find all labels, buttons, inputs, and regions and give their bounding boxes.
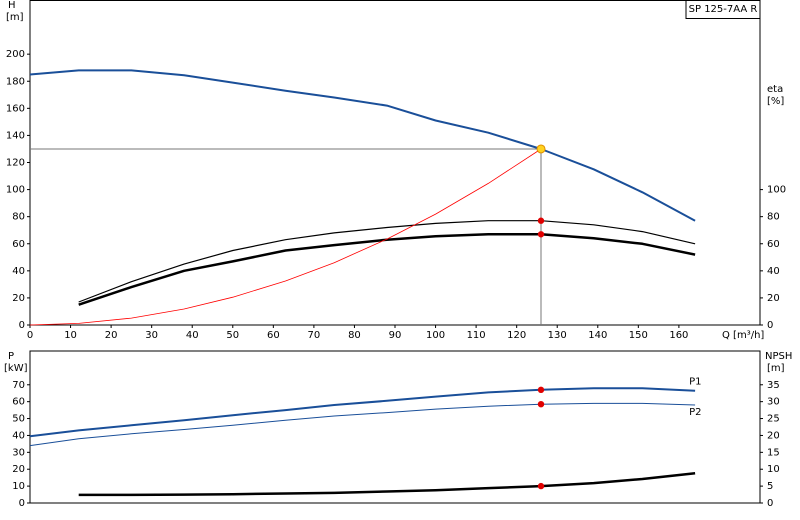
y2-tick-label: 80: [767, 212, 780, 223]
plot-frame: [29, 350, 761, 504]
x-tick-label: 160: [669, 330, 688, 341]
y-tick-label: 50: [12, 414, 25, 425]
y-tick-label: 70: [12, 380, 25, 391]
y-tick-label: 140: [6, 130, 25, 141]
x-tick-label: 50: [226, 330, 239, 341]
y-tick-label: 20: [12, 293, 25, 304]
series-line: [78, 472, 696, 497]
y-tick-label: 60: [12, 397, 25, 408]
operating-marker: [537, 482, 545, 490]
y-tick-label: 30: [12, 447, 25, 458]
x-tick-label: 100: [426, 330, 445, 341]
y-tick-label: 120: [6, 158, 25, 169]
y-tick-label: 60: [12, 239, 25, 250]
y-tick-label: 200: [6, 49, 25, 60]
y2-axis-label: eta: [767, 84, 783, 95]
y-tick-label: 40: [12, 430, 25, 441]
series-line: [29, 148, 542, 326]
series-line: [29, 387, 696, 438]
x-tick-label: 0: [27, 330, 33, 341]
series-label: P1: [689, 377, 701, 388]
plot-frame: [29, 0, 761, 326]
chart-title: SP 125-7AA R: [689, 4, 758, 15]
y2-axis-label: NPSH: [765, 351, 792, 362]
y2-tick-label: 20: [767, 293, 780, 304]
y-axis-label: H: [8, 0, 16, 11]
operating-marker: [537, 401, 545, 408]
x-tick-label: 10: [64, 330, 77, 341]
y2-tick-label: 30: [767, 397, 780, 408]
y2-tick-label: 0: [767, 498, 773, 509]
y-axis-label: P: [8, 351, 14, 362]
x-tick-label: 40: [186, 330, 199, 341]
y-tick-label: 160: [6, 103, 25, 114]
y2-axis-unit: [%]: [767, 96, 784, 107]
y-tick-label: 20: [12, 464, 25, 475]
y2-tick-label: 35: [767, 380, 780, 391]
operating-marker: [537, 386, 545, 394]
y-axis-unit: [m]: [6, 12, 24, 23]
series-label: P2: [689, 407, 701, 418]
y2-tick-label: 40: [767, 266, 780, 277]
y2-axis-unit: [m]: [767, 363, 785, 374]
x-tick-label: 60: [267, 330, 280, 341]
y-tick-label: 100: [6, 185, 25, 196]
x-tick-label: 120: [507, 330, 526, 341]
x-axis-label: Q [m³/h]: [722, 330, 764, 341]
x-tick-label: 80: [348, 330, 361, 341]
y2-tick-label: 100: [767, 185, 786, 196]
y2-tick-label: 0: [767, 320, 773, 331]
x-tick-label: 130: [548, 330, 567, 341]
title-box: [685, 0, 761, 19]
y2-tick-label: 10: [767, 464, 780, 475]
y-tick-label: 180: [6, 76, 25, 87]
y2-tick-label: 5: [767, 481, 773, 492]
series-line: [78, 220, 696, 303]
y2-tick-label: 60: [767, 239, 780, 250]
y2-tick-label: 15: [767, 447, 780, 458]
x-tick-label: 90: [389, 330, 402, 341]
operating-marker: [537, 231, 545, 238]
x-tick-label: 30: [145, 330, 158, 341]
y-tick-label: 40: [12, 266, 25, 277]
x-tick-label: 140: [588, 330, 607, 341]
x-tick-label: 110: [467, 330, 486, 341]
y-tick-label: 10: [12, 481, 25, 492]
y2-tick-label: 20: [767, 430, 780, 441]
series-line: [29, 69, 696, 222]
y-tick-label: 0: [19, 320, 25, 331]
operating-point: [536, 144, 546, 154]
y-tick-label: 80: [12, 212, 25, 223]
series-line: [29, 402, 696, 447]
y-axis-unit: [kW]: [4, 363, 28, 374]
series-line: [78, 233, 696, 306]
x-tick-label: 20: [105, 330, 118, 341]
y-tick-label: 0: [19, 498, 25, 509]
x-tick-label: 150: [629, 330, 648, 341]
x-tick-label: 70: [308, 330, 321, 341]
operating-marker: [537, 217, 545, 224]
y2-tick-label: 25: [767, 414, 780, 425]
